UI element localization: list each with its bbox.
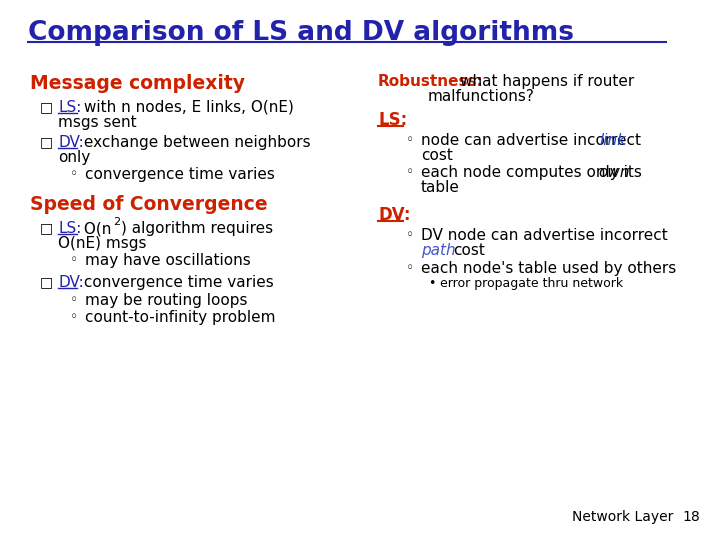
Text: may have oscillations: may have oscillations <box>85 253 251 268</box>
Text: path: path <box>421 243 456 258</box>
Text: count-to-infinity problem: count-to-infinity problem <box>85 310 276 325</box>
Text: node can advertise incorrect: node can advertise incorrect <box>421 133 646 148</box>
Text: what happens if router: what happens if router <box>460 74 634 89</box>
Text: ◦: ◦ <box>70 167 78 181</box>
Text: may be routing loops: may be routing loops <box>85 293 248 308</box>
Text: O(nE) msgs: O(nE) msgs <box>58 236 146 251</box>
Text: DV node can advertise incorrect: DV node can advertise incorrect <box>421 228 667 243</box>
Text: each node's table used by others: each node's table used by others <box>421 261 676 276</box>
Text: cost: cost <box>453 243 485 258</box>
Text: ◦: ◦ <box>70 310 78 324</box>
Text: LS:: LS: <box>378 111 408 129</box>
Text: malfunctions?: malfunctions? <box>428 89 535 104</box>
Text: Network Layer: Network Layer <box>572 510 673 524</box>
Text: ◦: ◦ <box>406 165 414 179</box>
Text: ◦: ◦ <box>406 261 414 275</box>
Text: error propagate thru network: error propagate thru network <box>440 277 623 290</box>
Text: □: □ <box>40 221 53 235</box>
Text: DV:: DV: <box>58 135 84 150</box>
Text: ◦: ◦ <box>70 293 78 307</box>
Text: Robustness:: Robustness: <box>378 74 484 89</box>
Text: cost: cost <box>421 148 453 163</box>
Text: 18: 18 <box>683 510 700 524</box>
Text: LS:: LS: <box>58 100 81 115</box>
Text: ◦: ◦ <box>406 228 414 242</box>
Text: own: own <box>598 165 629 180</box>
Text: table: table <box>421 180 460 195</box>
Text: exchange between neighbors: exchange between neighbors <box>79 135 310 150</box>
Text: each node computes only its: each node computes only its <box>421 165 647 180</box>
Text: •: • <box>428 277 436 290</box>
Text: Message complexity: Message complexity <box>30 74 245 93</box>
Text: msgs sent: msgs sent <box>58 115 137 130</box>
Text: DV:: DV: <box>58 275 84 290</box>
Text: ) algorithm requires: ) algorithm requires <box>121 221 273 236</box>
Text: Speed of Convergence: Speed of Convergence <box>30 195 268 214</box>
Text: □: □ <box>40 100 53 114</box>
Text: convergence time varies: convergence time varies <box>79 275 274 290</box>
Text: 2: 2 <box>113 217 120 227</box>
Text: with n nodes, E links, O(nE): with n nodes, E links, O(nE) <box>79 100 294 115</box>
Text: only: only <box>58 150 90 165</box>
Text: DV:: DV: <box>378 206 410 224</box>
Text: link: link <box>599 133 626 148</box>
Text: □: □ <box>40 135 53 149</box>
Text: convergence time varies: convergence time varies <box>85 167 275 182</box>
Text: ◦: ◦ <box>70 253 78 267</box>
Text: ◦: ◦ <box>406 133 414 147</box>
Text: LS:: LS: <box>58 221 81 236</box>
Text: □: □ <box>40 275 53 289</box>
Text: O(n: O(n <box>79 221 112 236</box>
Text: Comparison of LS and DV algorithms: Comparison of LS and DV algorithms <box>28 20 574 46</box>
